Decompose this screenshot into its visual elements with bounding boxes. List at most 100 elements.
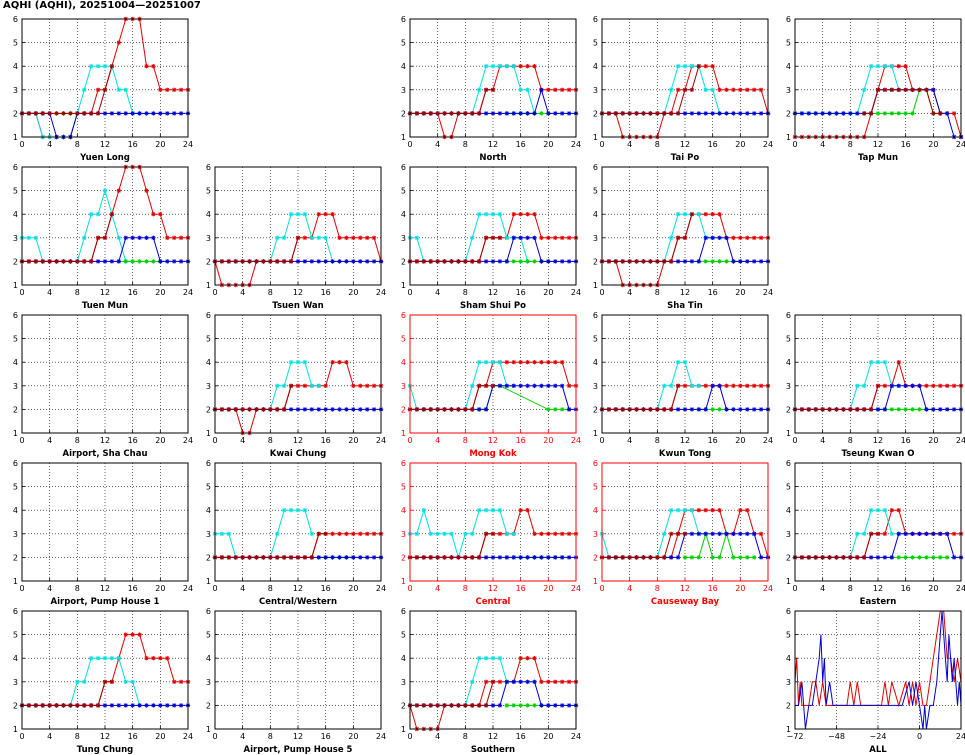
data-point-darkred <box>682 531 688 536</box>
data-point-blue <box>889 383 895 388</box>
tick-label-x: 4 <box>627 140 632 149</box>
tick-label-y: 3 <box>13 382 18 391</box>
data-point-darkred <box>834 407 839 412</box>
data-point-green <box>944 555 950 560</box>
data-point-blue <box>682 259 688 264</box>
data-point-darkred <box>268 259 273 264</box>
data-point-blue <box>875 555 881 560</box>
tick-label-y: 1 <box>593 577 598 586</box>
data-point-cyan <box>123 679 128 684</box>
data-point-darkred <box>834 555 839 560</box>
data-point-red <box>745 87 750 92</box>
plot-frame <box>409 18 577 138</box>
tick-label-x: 8 <box>75 436 80 445</box>
data-point-darkred <box>634 111 639 116</box>
data-point-darkred <box>924 87 929 92</box>
data-point-darkred <box>323 531 328 536</box>
data-point-green <box>532 703 537 708</box>
data-point-blue <box>820 111 825 116</box>
data-point-blue <box>689 407 695 412</box>
data-point-red <box>371 235 377 240</box>
data-point-blue <box>371 555 377 560</box>
data-point-darkred <box>75 259 80 264</box>
data-point-darkred <box>428 259 433 264</box>
series-line-darkred <box>795 385 879 410</box>
data-point-cyan <box>428 531 433 536</box>
station-label: Tsuen Wan <box>272 301 323 311</box>
series-line-blue <box>795 610 962 730</box>
data-point-cyan <box>497 508 503 513</box>
data-point-cyan <box>855 383 860 388</box>
data-point-darkred <box>61 259 66 264</box>
data-point-darkred <box>316 531 321 536</box>
tick-label-x: 16 <box>708 288 718 297</box>
tick-label-y: 2 <box>401 553 406 562</box>
data-point-cyan <box>295 212 301 217</box>
data-point-blue <box>309 259 315 264</box>
data-point-cyan <box>123 87 128 92</box>
data-point-blue <box>525 383 530 388</box>
data-point-darkred <box>820 407 825 412</box>
tick-label-y: 6 <box>13 459 18 468</box>
data-point-green <box>917 407 922 412</box>
data-point-blue <box>553 111 558 116</box>
data-point-darkred <box>102 87 108 92</box>
data-point-green <box>559 407 565 412</box>
data-point-darkred <box>61 111 66 116</box>
data-point-cyan <box>88 212 94 217</box>
data-point-red <box>675 87 681 92</box>
tick-label-x: 0 <box>19 436 24 445</box>
data-point-blue <box>682 111 688 116</box>
tick-label-x: 8 <box>75 584 80 593</box>
tick-label-x: 20 <box>735 288 745 297</box>
data-point-darkred <box>799 555 805 560</box>
tick-label-y: 4 <box>401 358 406 367</box>
data-point-blue <box>109 259 115 264</box>
tick-label-x: 24 <box>376 584 386 593</box>
data-point-cyan <box>470 383 475 388</box>
data-point-red <box>724 383 729 388</box>
data-point-cyan <box>414 235 420 240</box>
data-point-blue <box>539 259 544 264</box>
data-point-blue <box>130 111 135 116</box>
data-point-darkred <box>668 531 674 536</box>
data-point-darkred <box>449 555 454 560</box>
tick-label-y: 4 <box>786 506 791 515</box>
data-point-red <box>178 235 184 240</box>
data-point-red <box>504 360 510 365</box>
tick-label-y: 2 <box>13 109 18 118</box>
data-point-green <box>903 111 908 116</box>
tick-label-x: 20 <box>543 288 553 297</box>
tick-label-x: 4 <box>240 732 245 741</box>
tick-label-y: 1 <box>786 133 791 142</box>
data-point-cyan <box>675 212 681 217</box>
data-point-blue <box>518 111 523 116</box>
station-label: Kwun Tong <box>659 449 711 459</box>
tick-label-x: 0 <box>19 288 24 297</box>
data-point-red <box>337 531 342 536</box>
data-point-red <box>717 508 722 513</box>
data-point-red <box>358 235 363 240</box>
data-point-darkred <box>483 531 489 536</box>
data-point-blue <box>559 259 565 264</box>
data-point-darkred <box>620 555 625 560</box>
data-point-green <box>518 259 523 264</box>
data-point-darkred <box>634 259 639 264</box>
data-point-blue <box>751 111 757 116</box>
data-point-darkred <box>33 703 39 708</box>
tick-label-x: 12 <box>488 584 498 593</box>
tick-label-y: 6 <box>593 311 598 320</box>
data-point-blue <box>896 383 901 388</box>
data-point-darkred <box>848 407 853 412</box>
data-point-red <box>165 656 170 661</box>
tick-label-x: 12 <box>293 436 303 445</box>
data-point-blue <box>703 407 708 412</box>
data-point-darkred <box>641 555 646 560</box>
tick-label-y: 6 <box>13 15 18 24</box>
data-point-blue <box>559 111 565 116</box>
station-label: Central/Western <box>259 597 337 607</box>
data-point-green <box>511 703 516 708</box>
tick-label-x: 12 <box>293 584 303 593</box>
